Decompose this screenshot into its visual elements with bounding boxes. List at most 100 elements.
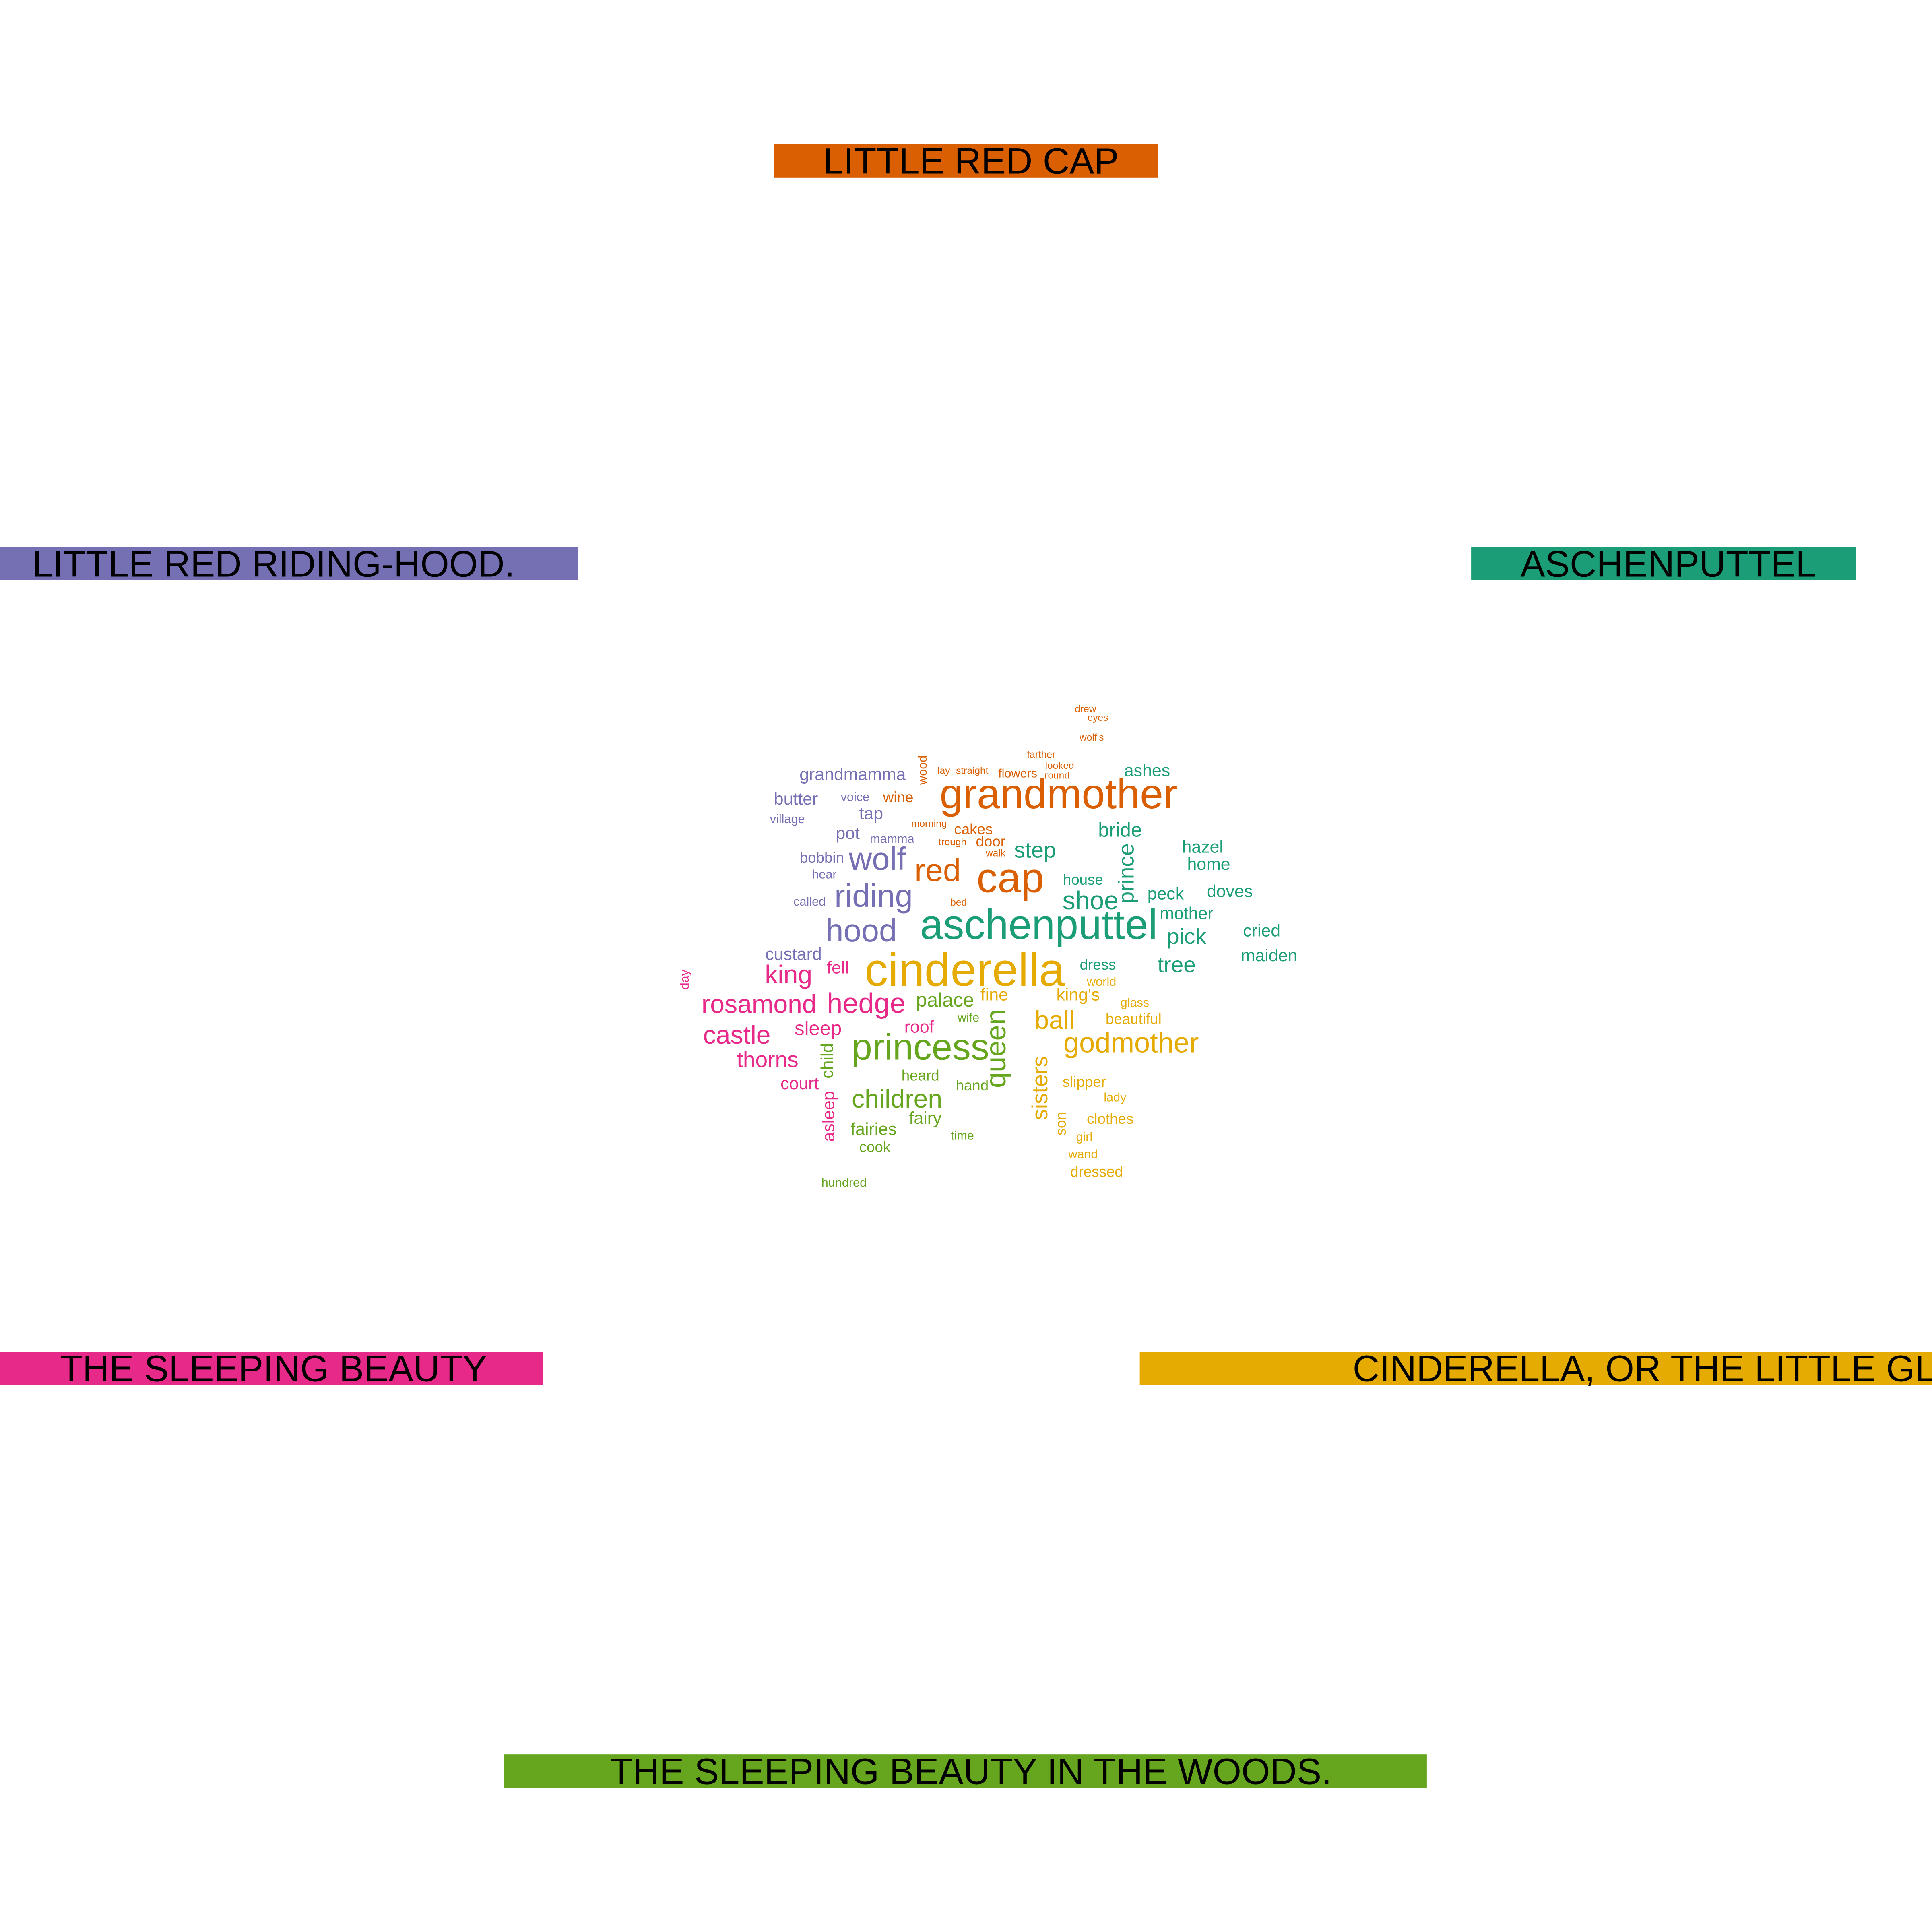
word-door: door	[976, 833, 1005, 850]
word-pick: pick	[1167, 924, 1206, 949]
word-round: round	[1044, 770, 1070, 781]
word-wolf-s: wolf's	[1079, 732, 1104, 743]
word-king-s: king's	[1056, 985, 1100, 1005]
word-called: called	[793, 895, 826, 908]
word-hood: hood	[826, 912, 897, 948]
word-cap: cap	[976, 855, 1044, 901]
word-eyes: eyes	[1088, 712, 1108, 723]
word-wife: wife	[957, 1011, 979, 1024]
word-lay: lay	[937, 765, 950, 776]
word-red: red	[914, 852, 961, 888]
word-child: child	[817, 1043, 837, 1079]
word-heard: heard	[902, 1067, 939, 1084]
word-grandmother: grandmother	[940, 771, 1177, 817]
word-morning: morning	[911, 818, 947, 829]
word-aschenputtel: aschenputtel	[920, 902, 1158, 948]
word-cakes: cakes	[954, 821, 993, 837]
word-maiden: maiden	[1241, 946, 1298, 965]
group-label-text: LITTLE RED CAP	[823, 141, 1119, 182]
group-label-bar	[774, 144, 1158, 178]
word-son: son	[1053, 1112, 1069, 1135]
word-glass: glass	[1121, 996, 1149, 1009]
word-bed: bed	[950, 897, 967, 908]
word-bobbin: bobbin	[800, 849, 844, 866]
word-palace: palace	[916, 989, 974, 1011]
word-voice: voice	[841, 790, 869, 804]
word-hand: hand	[956, 1077, 989, 1094]
word-tree: tree	[1158, 952, 1196, 977]
group-label-bar	[0, 547, 578, 580]
word-wolf: wolf	[848, 841, 906, 877]
word-house: house	[1063, 871, 1103, 888]
group-label-text: THE SLEEPING BEAUTY IN THE WOODS.	[610, 1751, 1332, 1792]
group-label-text: LITTLE RED RIDING-HOOD.	[32, 544, 515, 585]
word-hazel: hazel	[1182, 837, 1223, 857]
word-wand: wand	[1068, 1148, 1098, 1161]
word-cried: cried	[1243, 921, 1280, 941]
group-label-text: CINDERELLA, OR THE LITTLE GLASS SLIPPER.	[1353, 1348, 1932, 1389]
word-girl: girl	[1076, 1130, 1092, 1144]
group-label-text: THE SLEEPING BEAUTY	[60, 1348, 487, 1389]
word-ashes: ashes	[1124, 761, 1170, 780]
word-fairy: fairy	[909, 1108, 942, 1128]
word-wine: wine	[883, 789, 914, 805]
word-thorns: thorns	[737, 1047, 799, 1072]
word-king: king	[765, 960, 812, 989]
word-pot: pot	[836, 824, 860, 843]
word-princess: princess	[852, 1027, 989, 1068]
word-dressed: dressed	[1070, 1163, 1123, 1180]
group-label-bar	[1139, 1352, 1932, 1385]
word-castle: castle	[703, 1020, 771, 1049]
word-hear: hear	[812, 868, 836, 881]
group-label-bars	[0, 144, 1932, 1788]
word-drew: drew	[1075, 704, 1096, 714]
word-day: day	[678, 969, 691, 989]
word-peck: peck	[1148, 884, 1184, 904]
word-butter: butter	[774, 789, 818, 809]
word-court: court	[780, 1074, 819, 1093]
word-sleep: sleep	[795, 1018, 842, 1039]
word-ball: ball	[1034, 1005, 1075, 1034]
group-label-bar	[504, 1754, 1427, 1788]
word-roof: roof	[904, 1017, 934, 1036]
word-grandmamma: grandmamma	[799, 765, 906, 784]
word-queen: queen	[980, 1009, 1011, 1088]
word-sisters: sisters	[1027, 1056, 1052, 1120]
word-mamma: mamma	[870, 832, 915, 846]
word-riding: riding	[834, 878, 913, 914]
group-labels: LITTLE RED CAP LITTLE RED RIDING-HOOD. ASC…	[32, 141, 1932, 1792]
word-slipper: slipper	[1063, 1073, 1106, 1090]
word-village: village	[770, 812, 805, 826]
word-dress: dress	[1080, 956, 1116, 973]
word-lady: lady	[1104, 1091, 1127, 1104]
word-rosamond: rosamond	[702, 989, 817, 1018]
word-step: step	[1014, 838, 1056, 863]
word-godmother: godmother	[1063, 1026, 1199, 1058]
word-flowers: flowers	[998, 767, 1037, 780]
word-trough: trough	[939, 837, 966, 848]
word-world: world	[1086, 975, 1116, 989]
word-beautiful: beautiful	[1106, 1011, 1162, 1027]
group-label-bar	[1471, 547, 1856, 580]
group-label-bar	[0, 1352, 543, 1385]
word-prince: prince	[1113, 843, 1138, 904]
word-looked: looked	[1045, 760, 1074, 771]
word-fell: fell	[827, 958, 849, 977]
word-bride: bride	[1098, 819, 1142, 841]
word-children: children	[852, 1084, 942, 1113]
word-hundred: hundred	[822, 1176, 867, 1189]
word-wood: wood	[916, 755, 929, 785]
word-walk: walk	[985, 848, 1006, 859]
word-tap: tap	[859, 804, 883, 824]
word-cook: cook	[859, 1139, 891, 1155]
word-mother: mother	[1160, 904, 1213, 923]
word-doves: doves	[1207, 882, 1253, 901]
word-straight: straight	[956, 765, 988, 776]
word-clothes: clothes	[1087, 1110, 1133, 1127]
group-label-text: ASCHENPUTTEL	[1521, 544, 1816, 585]
word-farther: farther	[1027, 749, 1055, 760]
word-cinderella: cinderella	[865, 943, 1065, 996]
word-fairies: fairies	[850, 1119, 896, 1139]
